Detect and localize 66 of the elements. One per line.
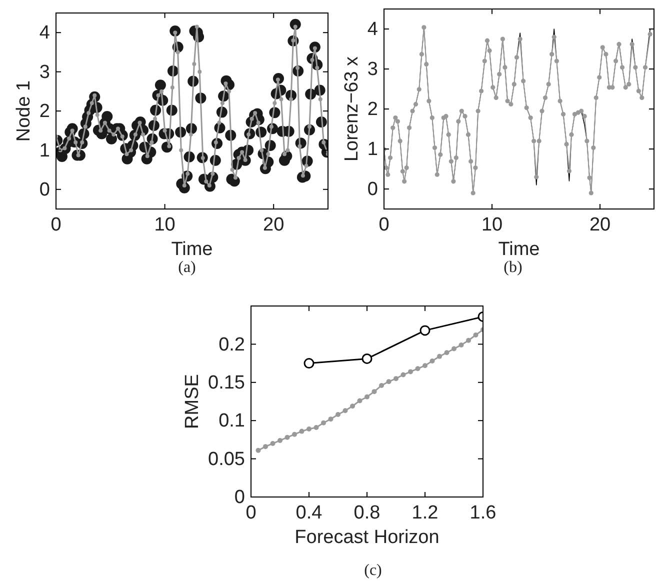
x-tick-label: 10 [154,214,176,236]
x-tick-label: 1.2 [412,502,438,524]
point [292,432,297,437]
y-tick-label: 0 [234,487,245,508]
point [284,434,290,440]
point [364,394,370,400]
y-tick-label: 1 [39,140,50,162]
point [306,426,312,432]
point [394,376,398,382]
point [466,338,471,343]
point [304,358,314,369]
point [444,350,450,356]
point [437,354,442,359]
point [408,369,413,374]
y-tick-label: 2 [39,101,50,122]
point [314,424,319,430]
y-tick-label: 3 [39,62,50,83]
text: (c) [364,562,382,579]
point [342,408,348,414]
y-tick-label: 0.1 [218,410,245,432]
y-tick-label: 0.2 [218,334,245,356]
point [270,441,276,446]
point [336,412,340,417]
y-axis-title: RMSE [182,374,204,429]
point [400,372,406,378]
y-tick-label: 0 [39,179,50,200]
point [372,389,377,394]
point [386,379,392,384]
x-tick-label: 0.8 [354,502,380,524]
x-tick-label: 0.4 [296,502,323,524]
point [263,444,268,450]
text: (b) [504,259,522,276]
y-tick-label: 0 [367,179,378,200]
y-tick-label: 0.15 [208,372,245,394]
y-axis-title: Lorenz−63 x [341,56,362,162]
point [321,420,326,426]
x-axis-title: Time [171,239,213,260]
point [350,404,355,409]
x-tick-label: 1.6 [470,502,496,524]
point [420,325,430,336]
point [362,353,372,364]
point [328,416,334,422]
point [458,342,464,348]
y-tick-label: 4 [39,22,50,44]
point [452,346,456,352]
y-tick-label: 0.05 [208,448,245,470]
point [379,382,384,388]
point [430,358,435,364]
point [415,366,420,372]
x-tick-label: 10 [481,214,503,236]
y-tick-label: 2 [367,99,378,120]
y-tick-label: 1 [367,139,378,160]
point [357,398,362,404]
y-tick-label: 3 [367,59,378,80]
point [422,363,428,368]
x-axis-title: Time [498,239,540,260]
y-tick-label: 4 [367,19,378,40]
text: (a) [178,259,196,276]
x-tick-label: 20 [589,214,611,236]
point [278,438,282,443]
point [299,428,304,434]
point [256,448,261,453]
x-axis-title: Forecast Horizon [294,527,440,548]
x-tick-label: 20 [263,214,284,236]
y-axis-title: Node 1 [13,80,34,142]
point [473,332,478,338]
